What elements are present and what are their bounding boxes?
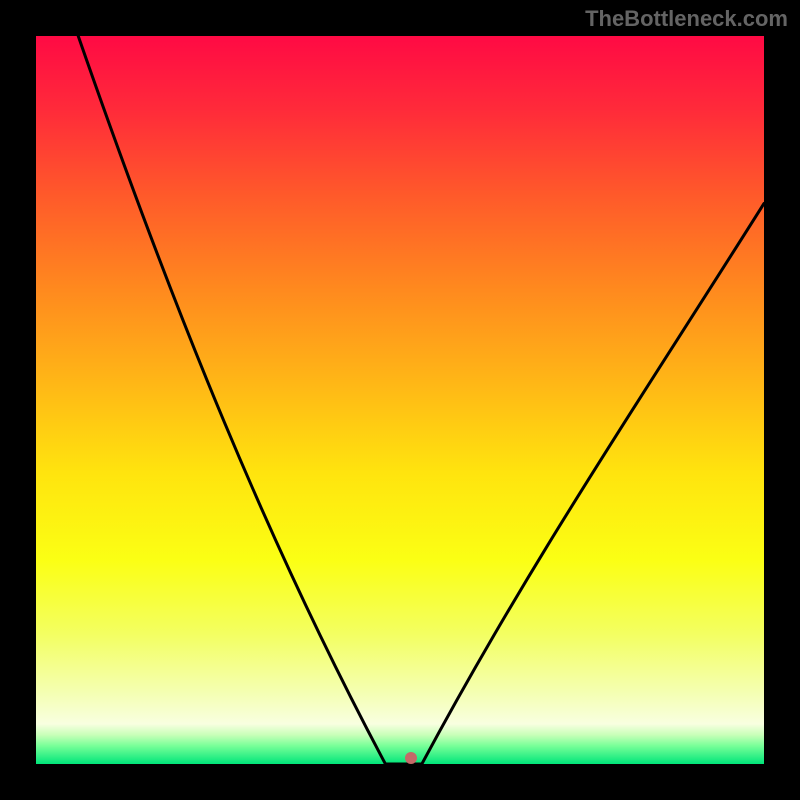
watermark-text: TheBottleneck.com: [585, 6, 788, 32]
plot-area: [36, 36, 764, 764]
chart-container: TheBottleneck.com: [0, 0, 800, 800]
minimum-marker: [405, 752, 417, 764]
